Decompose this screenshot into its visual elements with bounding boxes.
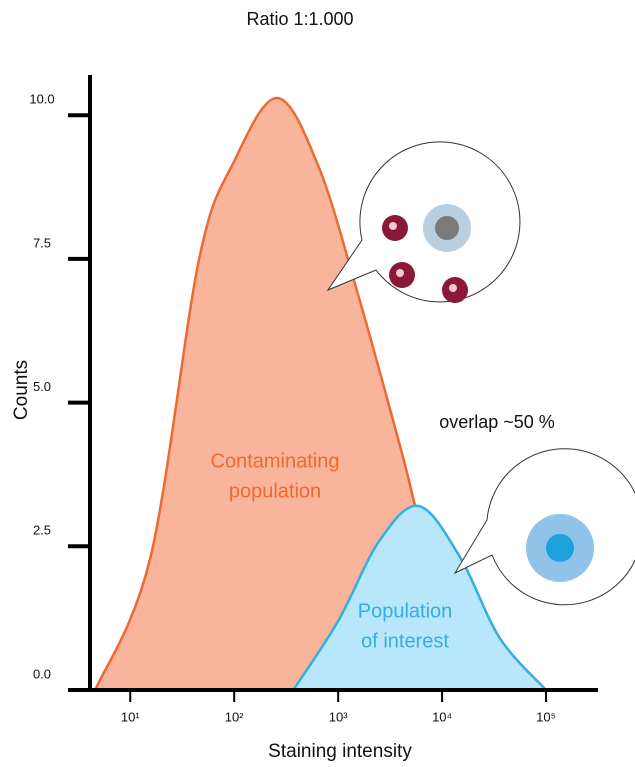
y-tick-label: 0.0 [33, 666, 51, 681]
y-axis-label: Counts [11, 360, 32, 420]
y-tick-label: 10.0 [29, 92, 54, 107]
bubble-contaminating [328, 142, 520, 303]
x-tick-label: 10¹ [121, 709, 140, 724]
bubble-interest [455, 449, 635, 605]
x-tick-label: 10² [225, 709, 244, 724]
annotation: overlap ~50 % [439, 412, 555, 432]
x-tick-label: 10³ [329, 709, 348, 724]
area-label: Contaminating [211, 450, 340, 472]
y-tick-label: 2.5 [33, 523, 51, 538]
x-tick-label: 10⁵ [536, 709, 556, 724]
area-label: population [229, 480, 321, 502]
y-tick-label: 5.0 [33, 379, 51, 394]
x-tick-label: 10⁴ [432, 709, 452, 724]
area-label: Population [358, 600, 453, 622]
x-axis-label: Staining intensity [268, 741, 412, 762]
area-label: of interest [361, 630, 449, 652]
cell-highlight [389, 222, 397, 230]
plot-area: Contaminating population Population of inte… [29, 75, 598, 724]
cell-highlight [449, 284, 457, 292]
chart-title: Ratio 1:1.000 [246, 9, 353, 29]
cell-highlight [396, 269, 404, 277]
chart: Ratio 1:1.000 Staining intensity Counts … [0, 0, 635, 767]
cell-nucleus [546, 534, 574, 562]
y-tick-label: 7.5 [33, 235, 51, 250]
cell-nucleus [435, 216, 459, 240]
